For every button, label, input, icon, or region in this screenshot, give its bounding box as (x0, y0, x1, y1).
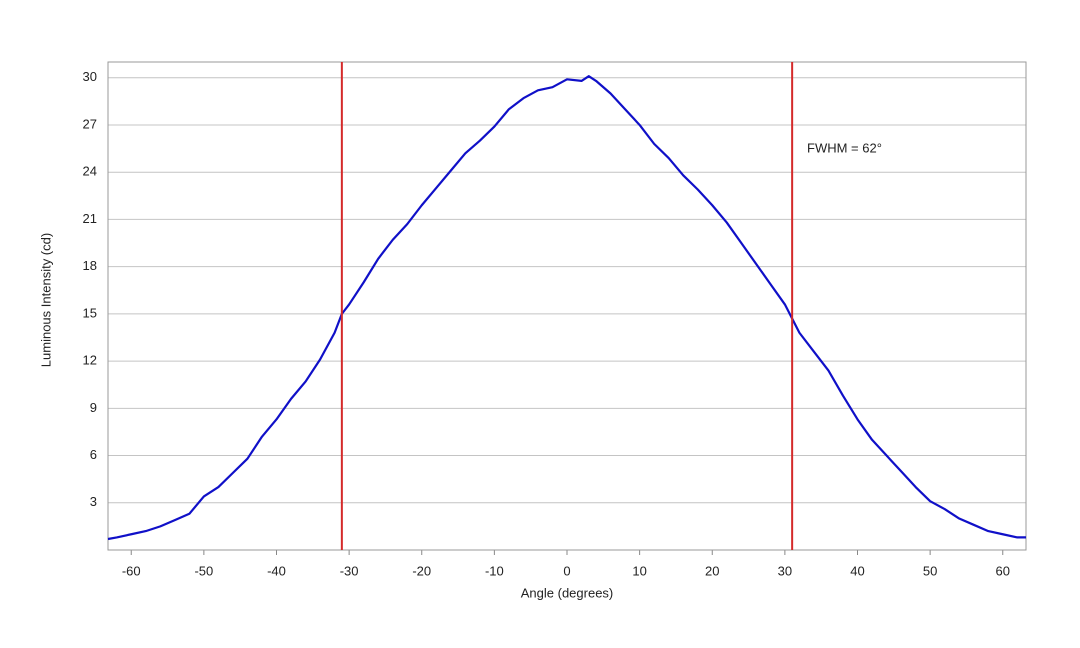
y-tick-label: 9 (90, 400, 97, 415)
y-tick-label: 6 (90, 447, 97, 462)
line (107, 75, 1026, 541)
x-tick-label: -30 (340, 563, 359, 578)
plot-border (107, 61, 1027, 551)
y-tick-label: 21 (83, 211, 97, 226)
y-tick-label: 30 (83, 69, 97, 84)
annotation: FWHM = 62° (807, 140, 882, 155)
y-tick-label: 12 (83, 353, 97, 368)
x-tick-label: -40 (267, 563, 286, 578)
y-tick-label: 27 (83, 116, 97, 131)
y-tick-label: 3 (90, 494, 97, 509)
x-tick-label: -20 (412, 563, 431, 578)
x-tick-label: 50 (923, 563, 937, 578)
x-tick-label: -50 (194, 563, 213, 578)
x-tick-label: 0 (563, 563, 570, 578)
x-tick-label: 30 (778, 563, 792, 578)
y-axis-title: Luminous Intensity (cd) (38, 233, 53, 367)
y-tick-label: 18 (83, 258, 97, 273)
x-axis-title: Angle (degrees) (521, 585, 614, 600)
x-tick-label: -10 (485, 563, 504, 578)
x-tick-label: 60 (996, 563, 1010, 578)
x-tick-label: 20 (705, 563, 719, 578)
y-tick-label: 15 (83, 305, 97, 320)
x-tick-label: -60 (122, 563, 141, 578)
x-tick-label: 40 (850, 563, 864, 578)
x-tick-label: 10 (632, 563, 646, 578)
y-tick-label: 24 (83, 164, 97, 179)
